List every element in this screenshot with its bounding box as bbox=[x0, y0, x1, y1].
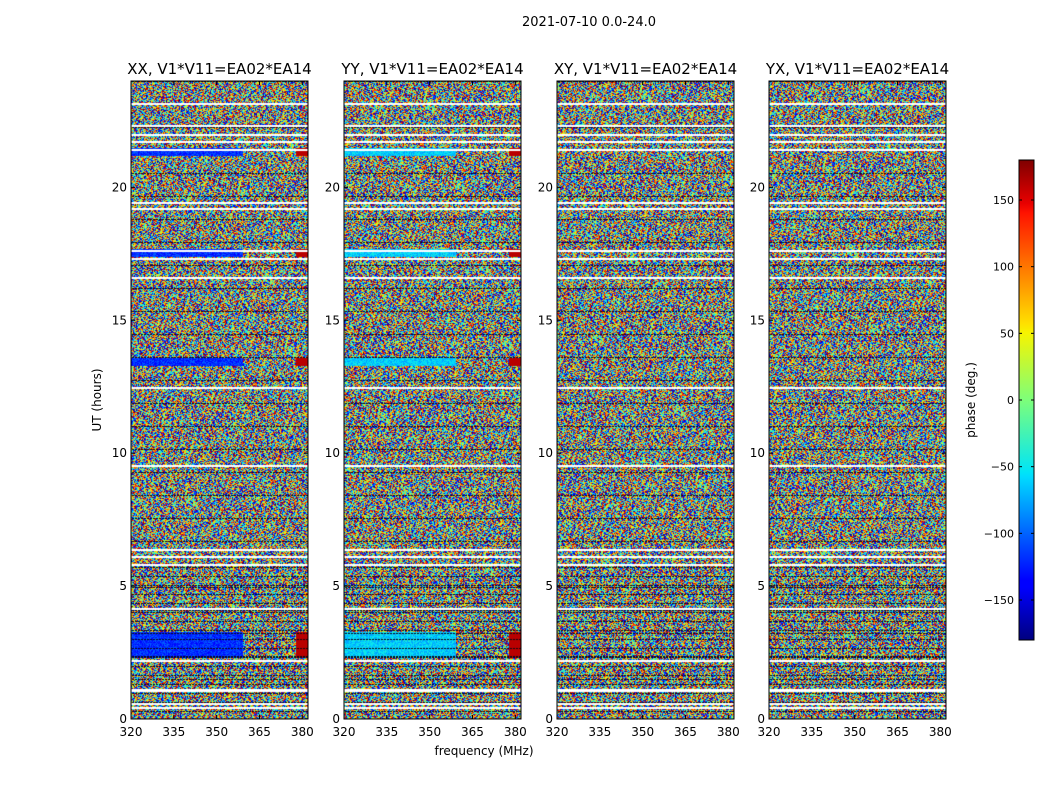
x-tick-label: 350 bbox=[418, 725, 441, 739]
y-tick-label: 20 bbox=[112, 180, 127, 194]
y-tick-label: 15 bbox=[750, 313, 765, 327]
y-tick-label: 20 bbox=[325, 180, 340, 194]
panel-title: YY, V1*V11=EA02*EA14 bbox=[340, 60, 523, 78]
y-tick-label: 10 bbox=[750, 446, 765, 460]
colorbar-tick-label: 0 bbox=[1007, 394, 1014, 407]
x-tick-label: 365 bbox=[461, 725, 484, 739]
x-tick-label: 380 bbox=[291, 725, 314, 739]
y-tick-label: 5 bbox=[119, 579, 127, 593]
x-tick-label: 380 bbox=[504, 725, 527, 739]
x-tick-label: 350 bbox=[205, 725, 228, 739]
y-tick-label: 0 bbox=[119, 712, 127, 726]
y-tick-label: 5 bbox=[545, 579, 553, 593]
y-tick-label: 10 bbox=[112, 446, 127, 460]
figure-title: 2021-07-10 0.0-24.0 bbox=[522, 15, 656, 30]
x-axis-label: frequency (MHz) bbox=[434, 744, 533, 758]
x-tick-label: 335 bbox=[588, 725, 611, 739]
colorbar-label: phase (deg.) bbox=[964, 362, 978, 438]
y-tick-label: 15 bbox=[325, 313, 340, 327]
x-tick-label: 365 bbox=[674, 725, 697, 739]
colorbar-tick-label: 50 bbox=[1000, 327, 1014, 340]
panel-frame bbox=[130, 80, 309, 720]
panel-xy: XY, V1*V11=EA02*EA14 320 335 350 365 380 0 5 10 1… bbox=[538, 60, 740, 739]
x-tick-label: 320 bbox=[120, 725, 143, 739]
x-tick-label: 320 bbox=[758, 725, 781, 739]
panel-frame bbox=[343, 80, 522, 720]
panel-xx: XX, V1*V11=EA02*EA14 320 335 350 365 380 0 5 10 1… bbox=[112, 60, 314, 739]
x-tick-label: 365 bbox=[248, 725, 271, 739]
panel-yx: YX, V1*V11=EA02*EA14 320 335 350 365 380 0 5 10 1… bbox=[750, 60, 952, 739]
x-tick-label: 380 bbox=[929, 725, 952, 739]
panel-frame bbox=[768, 80, 947, 720]
x-tick-label: 350 bbox=[631, 725, 654, 739]
y-tick-label: 15 bbox=[538, 313, 553, 327]
colorbar: 150 100 50 0 −50 −100 −150 phase (deg.) bbox=[964, 159, 1035, 641]
y-axis-label: UT (hours) bbox=[90, 368, 104, 431]
panel-title: YX, V1*V11=EA02*EA14 bbox=[765, 60, 949, 78]
panel-frame bbox=[556, 80, 735, 720]
phase-heatmap bbox=[131, 81, 308, 719]
x-tick-label: 335 bbox=[375, 725, 398, 739]
y-tick-label: 0 bbox=[757, 712, 765, 726]
panel-yy: YY, V1*V11=EA02*EA14 320 335 350 365 380 0 5 10 1… bbox=[325, 60, 527, 739]
colorbar-tick-label: −100 bbox=[984, 527, 1014, 540]
y-tick-label: 10 bbox=[325, 446, 340, 460]
colorbar-tick-label: 100 bbox=[993, 261, 1014, 274]
colorbar-tick-label: −150 bbox=[984, 594, 1014, 607]
x-tick-label: 320 bbox=[333, 725, 356, 739]
y-tick-label: 0 bbox=[332, 712, 340, 726]
y-tick-label: 20 bbox=[538, 180, 553, 194]
y-tick-label: 10 bbox=[538, 446, 553, 460]
colorbar-tick-label: 150 bbox=[993, 194, 1014, 207]
phase-heatmap bbox=[344, 81, 521, 719]
x-tick-label: 380 bbox=[717, 725, 740, 739]
x-tick-label: 335 bbox=[162, 725, 185, 739]
colorbar-tick-label: −50 bbox=[991, 461, 1014, 474]
phase-heatmap bbox=[557, 81, 734, 719]
panel-title: XX, V1*V11=EA02*EA14 bbox=[127, 60, 311, 78]
phase-heatmap bbox=[769, 81, 946, 719]
x-tick-label: 320 bbox=[546, 725, 569, 739]
x-tick-label: 350 bbox=[843, 725, 866, 739]
y-tick-label: 20 bbox=[750, 180, 765, 194]
y-tick-label: 5 bbox=[332, 579, 340, 593]
x-tick-label: 335 bbox=[800, 725, 823, 739]
y-tick-label: 0 bbox=[545, 712, 553, 726]
x-tick-label: 365 bbox=[886, 725, 909, 739]
y-tick-label: 5 bbox=[757, 579, 765, 593]
panel-title: XY, V1*V11=EA02*EA14 bbox=[554, 60, 737, 78]
y-tick-label: 15 bbox=[112, 313, 127, 327]
